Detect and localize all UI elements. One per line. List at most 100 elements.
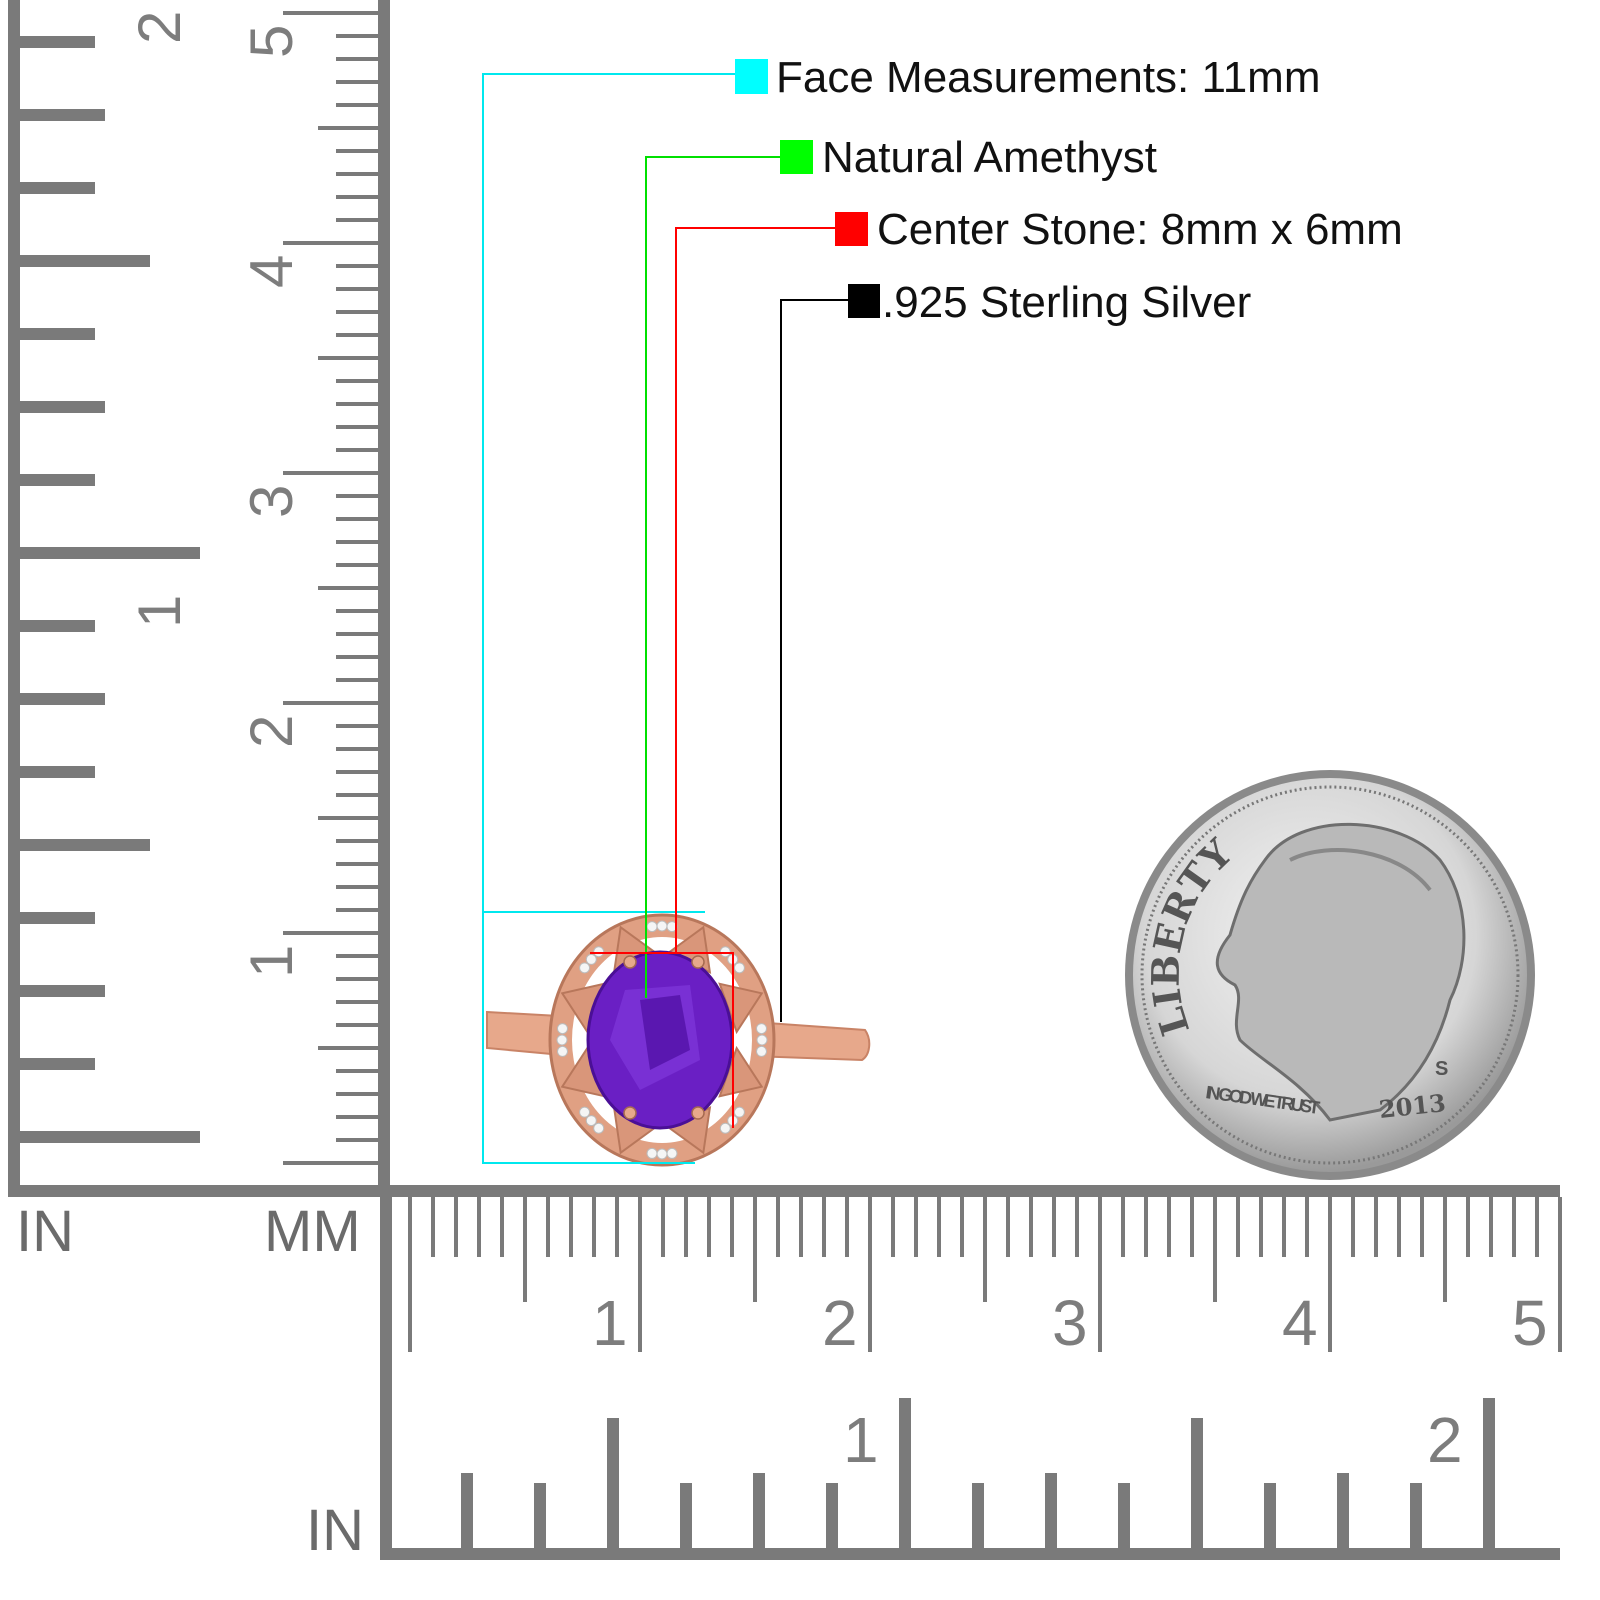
ruler-edge [380, 1548, 1560, 1560]
inch-tick [20, 36, 95, 48]
mm-tick [336, 57, 378, 61]
mm-tick [336, 655, 378, 659]
mm-tick [569, 1197, 573, 1257]
mm-tick [336, 885, 378, 889]
mm-tick [431, 1197, 435, 1257]
accent-diamond [556, 1023, 568, 1035]
accent-diamond [646, 921, 658, 933]
mm-tick [336, 1023, 378, 1027]
ruler-edge [380, 1185, 1560, 1197]
metal-pointer-line [780, 299, 848, 1022]
mm-number: 3 [1052, 1287, 1088, 1359]
mm-tick [336, 1115, 378, 1119]
inch-number: 2 [126, 11, 193, 44]
mm-tick [1282, 1197, 1286, 1257]
mm-tick [336, 1092, 378, 1096]
mm-tick [336, 862, 378, 866]
prong [623, 955, 637, 969]
mm-tick [336, 678, 378, 682]
mm-tick [336, 80, 378, 84]
mm-tick [477, 1197, 481, 1257]
legend-sterling-silver: .925 Sterling Silver [882, 278, 1252, 327]
inch-tick [534, 1483, 546, 1548]
mm-tick [1374, 1197, 1378, 1257]
inch-tick [753, 1473, 765, 1548]
mm-tick [336, 609, 378, 613]
accent-diamond [719, 1122, 731, 1134]
mm-tick [730, 1197, 734, 1257]
mm-tick [336, 563, 378, 567]
accent-diamond [756, 1045, 768, 1057]
inch-tick [972, 1483, 984, 1548]
amethyst-pointer-line [645, 156, 780, 998]
inch-tick [1118, 1483, 1130, 1548]
mm-tick [661, 1197, 665, 1257]
mm-tick [983, 1197, 987, 1302]
inch-tick [20, 985, 105, 997]
mm-tick [283, 1161, 378, 1165]
mm-tick [336, 908, 378, 912]
inch-number: 2 [1427, 1404, 1463, 1476]
accent-diamond [579, 1106, 591, 1118]
mm-tick [336, 977, 378, 981]
mm-tick [336, 540, 378, 544]
legend-swatch-red [835, 212, 868, 246]
mm-tick [336, 770, 378, 774]
mm-tick [707, 1197, 711, 1257]
accent-diamond [666, 1147, 678, 1159]
inch-tick [1264, 1483, 1276, 1548]
mm-tick [500, 1197, 504, 1257]
mm-tick [336, 149, 378, 153]
mm-tick [336, 287, 378, 291]
ruler-edge [8, 0, 20, 1197]
mm-tick [336, 517, 378, 521]
center-stone-lines [590, 227, 835, 1128]
mm-number: 1 [238, 945, 305, 978]
mm-tick [914, 1197, 918, 1257]
mm-tick [1259, 1197, 1263, 1257]
mm-tick [336, 264, 378, 268]
prong [691, 955, 705, 969]
legend-swatch-cyan [735, 59, 768, 94]
inch-tick [680, 1483, 692, 1548]
mm-tick [318, 126, 378, 130]
mm-tick [1397, 1197, 1401, 1257]
mm-tick [799, 1197, 803, 1257]
mm-number: 4 [238, 255, 305, 288]
mm-tick [318, 356, 378, 360]
inch-tick [20, 474, 95, 486]
inch-tick [1483, 1398, 1495, 1548]
inch-tick [899, 1398, 911, 1548]
inch-tick [20, 839, 150, 851]
legend-natural-amethyst: Natural Amethyst [822, 133, 1158, 182]
mm-tick [454, 1197, 458, 1257]
mm-tick [1535, 1197, 1539, 1257]
mm-tick [592, 1197, 596, 1257]
mm-tick [1190, 1197, 1194, 1257]
ring-image [486, 913, 871, 1167]
prong [691, 1106, 705, 1120]
mm-number: 1 [592, 1287, 628, 1359]
mm-tick [1420, 1197, 1424, 1257]
accent-diamond [646, 1147, 658, 1159]
inch-tick [1191, 1418, 1203, 1548]
mm-number: 2 [822, 1287, 858, 1359]
accent-diamond [585, 1115, 597, 1127]
mm-tick [336, 218, 378, 222]
legend-center-stone: Center Stone: 8mm x 6mm [877, 205, 1403, 254]
mm-tick [283, 471, 378, 475]
mm-tick [1328, 1197, 1332, 1352]
mm-tick [336, 1000, 378, 1004]
mm-tick [336, 1069, 378, 1073]
inch-tick [826, 1483, 838, 1548]
accent-diamond [656, 1148, 668, 1160]
mm-tick [336, 195, 378, 199]
inch-tick [20, 182, 95, 194]
mm-tick [822, 1197, 826, 1257]
mm-tick [1443, 1197, 1447, 1302]
inch-tick [20, 693, 105, 705]
ruler-in-label-left: IN [16, 1199, 74, 1264]
inch-tick [20, 1058, 95, 1070]
mm-tick [336, 448, 378, 452]
